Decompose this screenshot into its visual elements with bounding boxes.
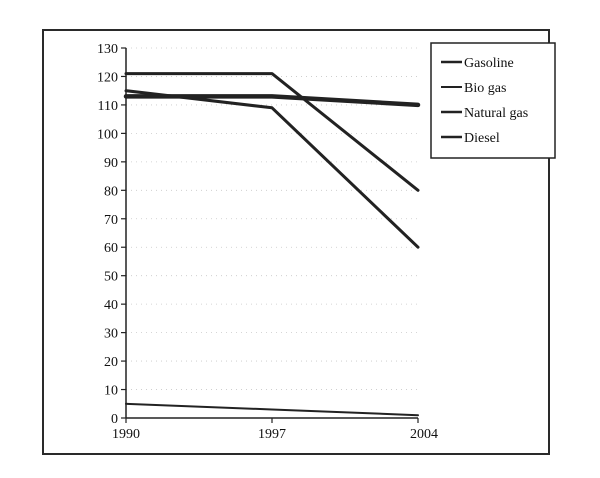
y-tick-label: 130 <box>97 42 118 57</box>
y-tick-label: 30 <box>104 327 118 342</box>
series-line-gasoline <box>124 72 420 192</box>
series-lines <box>123 72 421 417</box>
legend-label: Diesel <box>464 131 500 146</box>
x-tick-label: 2004 <box>410 427 438 442</box>
y-tick-label: 10 <box>104 384 118 399</box>
legend-label: Natural gas <box>464 106 528 121</box>
y-tick-label: 50 <box>104 270 118 285</box>
legend: Gasoline Bio gas Natural gas Diesel <box>430 42 556 159</box>
legend-label: Bio gas <box>464 81 506 96</box>
y-tick-label: 20 <box>104 355 118 370</box>
x-ticks: 1990 1997 2004 <box>112 418 438 442</box>
y-tick-label: 70 <box>104 213 118 228</box>
y-tick-label: 0 <box>111 412 118 427</box>
y-ticks: 0 10 20 30 40 50 60 70 80 90 100 110 120 130 <box>97 42 126 427</box>
series-line-bio-gas <box>125 402 419 417</box>
legend-label: Gasoline <box>464 56 514 71</box>
y-tick-label: 80 <box>104 184 118 199</box>
series-line-diesel <box>123 94 421 108</box>
y-tick-label: 40 <box>104 298 118 313</box>
y-tick-label: 100 <box>97 127 118 142</box>
y-tick-label: 120 <box>97 70 118 85</box>
x-tick-label: 1990 <box>112 427 140 442</box>
y-tick-label: 110 <box>98 99 118 114</box>
grid <box>126 47 418 390</box>
x-tick-label: 1997 <box>258 427 286 442</box>
y-tick-label: 60 <box>104 241 118 256</box>
series-line-natural-gas <box>124 89 420 249</box>
chart-frame <box>42 29 550 455</box>
y-tick-label: 90 <box>104 156 118 171</box>
